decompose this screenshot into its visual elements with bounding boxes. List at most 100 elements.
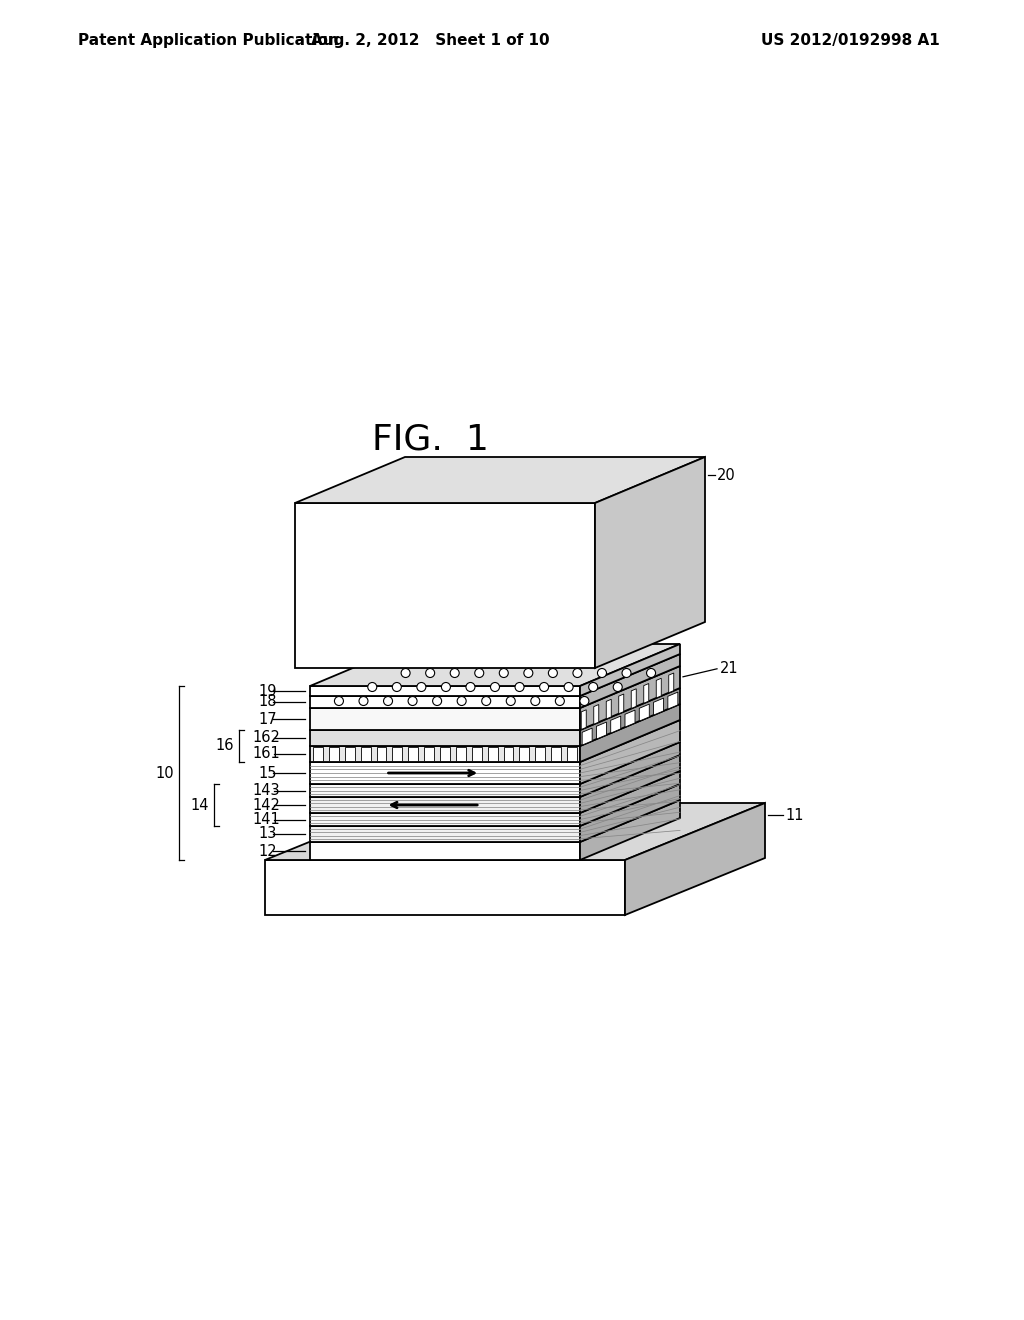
Circle shape [622,668,631,677]
Polygon shape [310,653,680,696]
Circle shape [457,697,466,705]
Circle shape [401,668,410,677]
Polygon shape [310,797,580,813]
Polygon shape [310,688,680,730]
Polygon shape [310,784,580,797]
Bar [392,747,402,762]
Polygon shape [580,719,680,784]
Polygon shape [310,784,680,826]
Polygon shape [580,688,680,746]
Bar [360,747,371,762]
Bar [424,747,434,762]
Bar [377,747,386,762]
Bar [345,747,354,762]
Polygon shape [295,503,595,668]
Polygon shape [580,755,680,813]
Polygon shape [295,457,705,503]
Polygon shape [580,644,680,696]
Polygon shape [310,730,580,746]
Circle shape [481,697,490,705]
Circle shape [597,668,606,677]
Polygon shape [596,722,606,739]
Circle shape [524,668,532,677]
Bar [567,747,577,762]
Bar [472,747,481,762]
Polygon shape [668,692,678,709]
Polygon shape [656,678,662,698]
Polygon shape [310,708,580,730]
Polygon shape [610,715,621,733]
Circle shape [549,668,557,677]
Circle shape [530,697,540,705]
Text: 141: 141 [252,812,280,828]
Polygon shape [310,762,580,784]
Circle shape [555,697,564,705]
Bar [487,747,498,762]
Bar [504,747,513,762]
Text: 20: 20 [717,467,736,483]
Circle shape [359,697,368,705]
Text: Patent Application Publication: Patent Application Publication [78,33,339,48]
Circle shape [392,682,401,692]
Circle shape [466,682,475,692]
Polygon shape [606,700,611,719]
Polygon shape [653,698,664,715]
Circle shape [500,668,508,677]
Polygon shape [310,755,680,797]
Polygon shape [310,826,580,842]
Circle shape [335,697,343,705]
Polygon shape [310,842,580,861]
Circle shape [613,682,623,692]
Text: 161: 161 [252,747,280,762]
Polygon shape [625,803,765,915]
Circle shape [409,697,417,705]
Bar [456,747,466,762]
Polygon shape [580,704,680,762]
Text: 13: 13 [258,826,276,842]
Circle shape [564,682,573,692]
Polygon shape [644,684,649,704]
Circle shape [515,682,524,692]
Polygon shape [625,710,635,727]
Text: 162: 162 [252,730,280,746]
Circle shape [506,697,515,705]
Polygon shape [310,719,680,762]
Circle shape [540,682,549,692]
Polygon shape [310,704,680,746]
Circle shape [432,697,441,705]
Polygon shape [310,644,680,686]
Polygon shape [265,803,765,861]
Polygon shape [580,800,680,861]
Text: Aug. 2, 2012   Sheet 1 of 10: Aug. 2, 2012 Sheet 1 of 10 [310,33,549,48]
Circle shape [490,682,500,692]
Polygon shape [669,673,674,693]
Circle shape [451,668,459,677]
Polygon shape [310,771,680,813]
Circle shape [646,668,655,677]
Circle shape [441,682,451,692]
Polygon shape [310,667,680,708]
Circle shape [475,668,483,677]
Text: 11: 11 [785,808,804,822]
Polygon shape [582,710,587,730]
Polygon shape [582,729,592,744]
Polygon shape [310,800,680,842]
Polygon shape [580,653,680,708]
Bar [440,747,450,762]
Bar [313,747,323,762]
Text: FIG.  1: FIG. 1 [372,422,488,457]
Circle shape [368,682,377,692]
Polygon shape [580,742,680,797]
Text: 18: 18 [258,694,276,710]
Text: 16: 16 [215,738,233,754]
Circle shape [589,682,598,692]
Polygon shape [310,813,580,826]
Polygon shape [580,784,680,842]
Bar [329,747,339,762]
Text: 17: 17 [258,711,276,726]
Bar [409,747,418,762]
Polygon shape [631,689,636,709]
Polygon shape [265,861,625,915]
Circle shape [426,668,434,677]
Polygon shape [310,696,580,708]
